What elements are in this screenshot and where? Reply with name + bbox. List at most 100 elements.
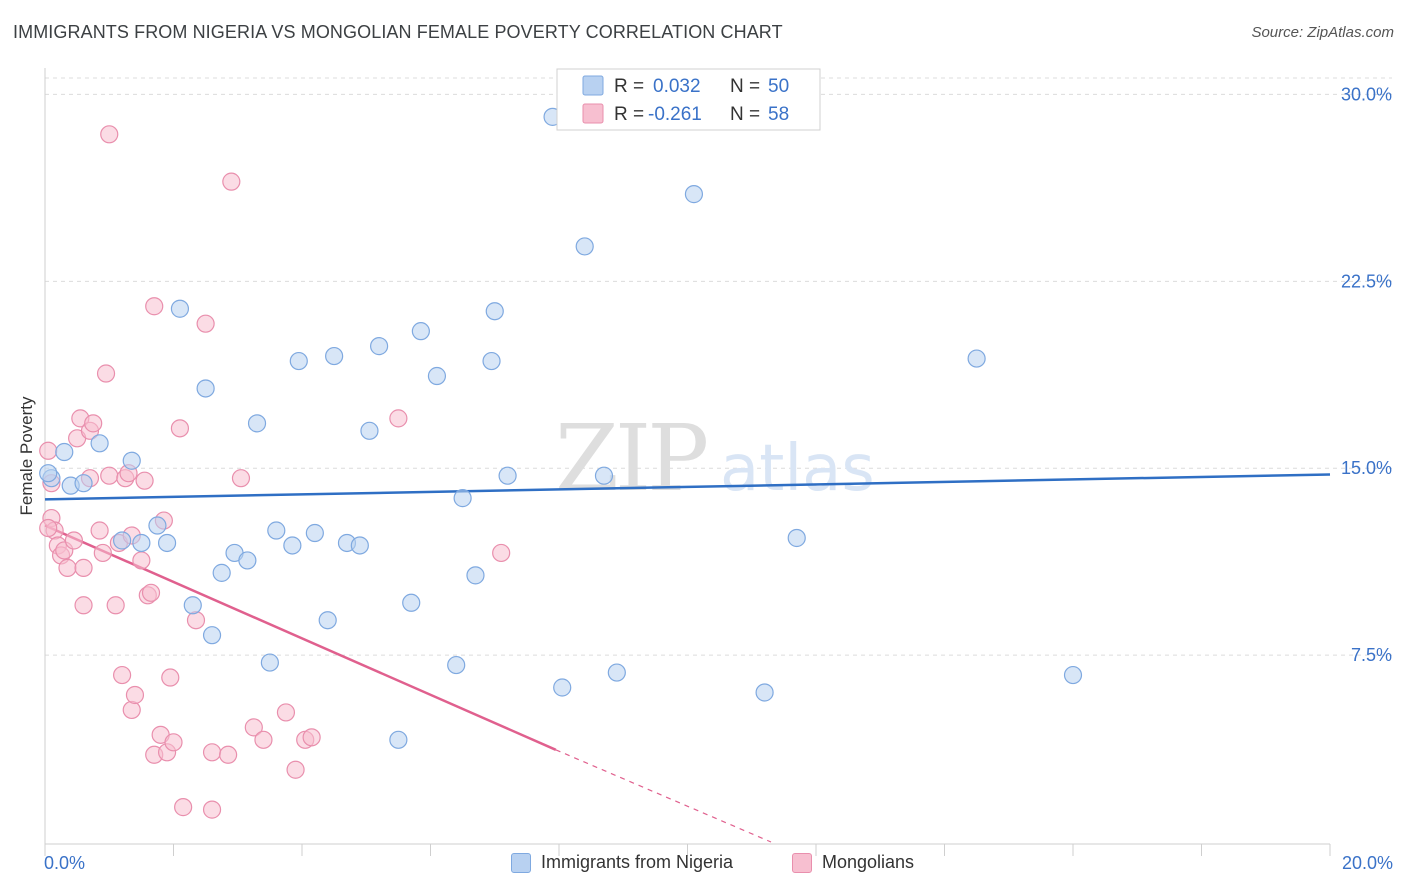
data-point-nigeria xyxy=(305,523,324,543)
data-point-nigeria xyxy=(112,531,132,550)
data-point-nigeria xyxy=(482,351,501,371)
data-point-mongolians xyxy=(492,543,511,563)
data-point-nigeria xyxy=(122,451,141,470)
data-point-mongolians xyxy=(122,700,141,720)
data-point-nigeria xyxy=(967,349,986,368)
data-point-nigeria xyxy=(90,434,109,453)
data-point-nigeria xyxy=(427,366,447,386)
data-point-mongolians xyxy=(196,314,215,333)
data-point-nigeria xyxy=(157,533,177,553)
data-point-nigeria xyxy=(260,653,279,672)
data-point-nigeria xyxy=(360,421,379,440)
data-point-mongolians xyxy=(135,471,154,490)
data-point-nigeria xyxy=(202,626,222,645)
data-point-mongolians xyxy=(222,172,241,191)
data-point-nigeria xyxy=(575,237,594,256)
data-point-mongolians xyxy=(132,551,151,570)
data-point-mongolians xyxy=(64,531,84,550)
legend-n-value-2: 58 xyxy=(768,104,789,125)
data-point-nigeria xyxy=(594,466,614,485)
data-point-nigeria xyxy=(453,489,472,508)
legend-label-nigeria: Immigrants from Nigeria xyxy=(541,852,734,872)
data-point-nigeria xyxy=(283,536,302,555)
data-point-mongolians xyxy=(90,521,109,540)
data-point-nigeria xyxy=(55,442,74,462)
data-point-mongolians xyxy=(231,469,251,488)
data-point-nigeria xyxy=(212,563,231,582)
data-point-mongolians xyxy=(145,297,164,316)
data-point-nigeria xyxy=(325,346,344,366)
data-point-mongolians xyxy=(100,466,119,485)
data-point-nigeria xyxy=(553,678,572,697)
data-point-mongolians xyxy=(39,441,58,460)
watermark-zip: ZIP xyxy=(555,405,706,512)
data-point-nigeria xyxy=(39,464,58,483)
stats-legend: R = 0.032 N = 50 R = -0.261 N = 58 xyxy=(556,68,821,131)
legend-label-mongolians: Mongolians xyxy=(822,852,915,872)
data-point-nigeria xyxy=(447,655,466,675)
data-point-nigeria xyxy=(238,551,257,570)
data-point-nigeria xyxy=(755,683,774,702)
data-point-nigeria xyxy=(411,322,430,341)
bottom-legend: Immigrants from Nigeria Mongolians xyxy=(0,852,1406,878)
data-point-mongolians xyxy=(164,733,183,752)
legend-swatch-mongolians-bottom xyxy=(792,852,812,873)
data-point-mongolians xyxy=(84,414,103,433)
data-point-nigeria xyxy=(402,593,421,612)
y-tick-label: 15.0% xyxy=(1341,458,1392,478)
data-point-mongolians xyxy=(39,518,58,538)
legend-swatch-mongolians xyxy=(582,103,604,124)
data-point-nigeria xyxy=(1063,665,1083,685)
data-point-mongolians xyxy=(202,800,222,819)
trend-line-mongolians xyxy=(44,524,557,751)
legend-swatch-nigeria xyxy=(582,75,604,96)
data-point-nigeria xyxy=(370,337,389,356)
data-point-nigeria xyxy=(132,533,151,553)
trend-line-mongolians-extension xyxy=(555,749,772,843)
data-point-nigeria xyxy=(247,414,267,433)
y-tick-label: 22.5% xyxy=(1341,271,1392,291)
data-point-mongolians xyxy=(100,125,119,144)
data-point-nigeria xyxy=(607,663,626,682)
x-tick-label-min: 0.0% xyxy=(44,853,86,873)
y-tick-label: 30.0% xyxy=(1341,84,1392,104)
legend-item-nigeria[interactable]: Immigrants from Nigeria xyxy=(511,852,733,873)
data-point-nigeria xyxy=(74,474,93,493)
data-point-mongolians xyxy=(106,596,125,615)
data-points xyxy=(39,107,1083,819)
data-point-nigeria xyxy=(498,466,517,485)
trend-line-nigeria xyxy=(44,473,1331,501)
watermark-atlas: atlas xyxy=(720,432,875,506)
legend-item-mongolians[interactable]: Mongolians xyxy=(792,852,914,873)
data-point-nigeria xyxy=(466,566,485,585)
legend-swatch-nigeria-bottom xyxy=(511,852,531,873)
data-point-mongolians xyxy=(254,730,273,749)
data-point-mongolians xyxy=(141,583,161,602)
data-point-mongolians xyxy=(74,558,93,577)
data-point-mongolians xyxy=(302,728,321,747)
data-point-nigeria xyxy=(289,351,308,371)
data-point-mongolians xyxy=(170,419,190,438)
data-point-mongolians xyxy=(186,611,206,630)
watermark: ZIP atlas xyxy=(555,405,875,512)
legend-n-value-1: 50 xyxy=(768,76,789,97)
data-point-mongolians xyxy=(276,703,296,722)
data-point-mongolians xyxy=(125,685,145,705)
legend-r-value-1: 0.032 xyxy=(653,76,701,97)
data-point-mongolians xyxy=(174,798,193,817)
legend-n-label-2: N = xyxy=(730,104,760,125)
chart-title: IMMIGRANTS FROM NIGERIA VS MONGOLIAN FEM… xyxy=(13,22,783,42)
y-tick-labels: 7.5% 15.0% 22.5% 30.0% xyxy=(1341,84,1392,665)
data-point-mongolians xyxy=(202,743,222,762)
data-point-nigeria xyxy=(196,379,215,398)
data-point-nigeria xyxy=(267,521,286,540)
data-point-mongolians xyxy=(219,745,238,764)
data-point-mongolians xyxy=(96,364,116,383)
data-point-mongolians xyxy=(93,543,112,563)
data-point-nigeria xyxy=(183,596,202,615)
data-point-mongolians xyxy=(74,596,93,615)
data-point-mongolians xyxy=(244,718,263,737)
data-point-nigeria xyxy=(787,528,806,548)
legend-r-value-2: -0.261 xyxy=(648,104,702,125)
